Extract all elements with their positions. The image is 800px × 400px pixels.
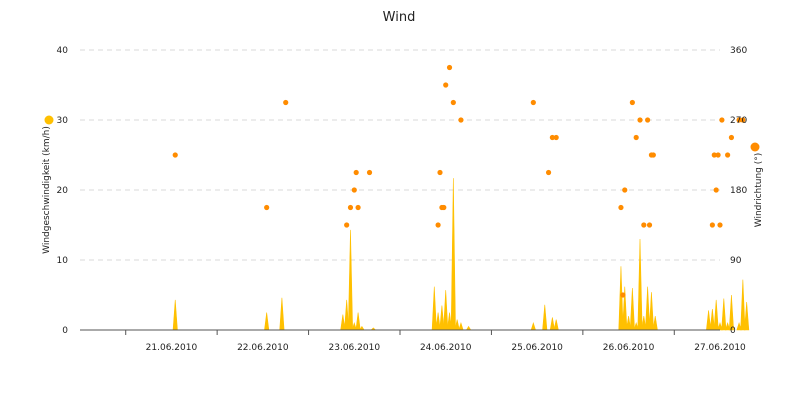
wind-speed-spike — [648, 292, 654, 331]
wind-direction-point — [633, 134, 639, 141]
wind-speed-spike — [355, 312, 361, 331]
axes — [80, 329, 720, 335]
wind-direction-point — [637, 117, 643, 123]
wind-direction-point — [622, 187, 628, 193]
y-right-axis-title: Windrichtung (°) — [754, 153, 764, 228]
wind-speed-spike — [713, 299, 719, 331]
wind-direction-point — [645, 117, 651, 123]
x-tick-label: 22.06.2010 — [237, 343, 289, 353]
wind-speed-series — [172, 178, 750, 331]
x-tick-label: 26.06.2010 — [603, 343, 655, 353]
wind-direction-point — [355, 204, 361, 211]
y-left-tick-label: 0 — [62, 326, 68, 336]
wind-direction-series — [172, 64, 746, 298]
wind-direction-point — [618, 204, 624, 211]
x-tick-label: 21.06.2010 — [146, 343, 198, 353]
wind-direction-point — [450, 99, 456, 106]
wind-speed-spike — [542, 304, 548, 331]
wind-direction-point — [736, 117, 742, 123]
wind-direction-point — [717, 222, 723, 228]
wind-speed-spike — [728, 294, 734, 331]
wind-speed-spike — [172, 299, 178, 331]
wind-speed-spike — [618, 266, 624, 331]
wind-speed-spike — [652, 315, 658, 331]
y-left-tick-label: 40 — [57, 46, 69, 56]
y-left-tick-label: 20 — [57, 186, 69, 196]
wind-speed-spike — [443, 290, 449, 331]
right-legend-marker — [750, 142, 760, 152]
wind-speed-spike — [450, 178, 456, 331]
wind-direction-point — [545, 169, 552, 176]
chart-title: Wind — [383, 10, 416, 25]
wind-speed-spike — [637, 238, 643, 331]
wind-direction-point — [646, 222, 653, 228]
x-tick-label: 27.06.2010 — [694, 343, 746, 353]
wind-speed-spike — [744, 301, 750, 331]
wind-direction-point — [620, 292, 626, 298]
wind-speed-spike — [549, 317, 555, 331]
y-right-tick-label: 270 — [730, 116, 747, 126]
wind-direction-point — [443, 82, 449, 88]
wind-speed-spike — [458, 321, 464, 331]
wind-speed-spike — [435, 312, 441, 331]
wind-direction-point — [437, 169, 443, 176]
wind-direction-point — [725, 152, 731, 158]
wind-direction-point — [711, 152, 717, 158]
x-tick-label: 23.06.2010 — [329, 343, 381, 353]
x-tick-label: 25.06.2010 — [511, 343, 563, 353]
y-left-tick-labels: 0 10 20 30 40 — [57, 46, 69, 336]
wind-direction-point — [264, 204, 270, 211]
wind-speed-spike — [553, 319, 559, 331]
y-left-tick-label: 10 — [57, 256, 69, 266]
wind-direction-point — [629, 99, 635, 106]
wind-direction-point — [458, 117, 464, 123]
wind-direction-point — [530, 99, 536, 106]
wind-speed-spike — [721, 298, 727, 331]
wind-direction-point — [728, 134, 735, 141]
x-tick-labels: 21.06.2010 22.06.2010 23.06.2010 24.06.2010… — [146, 343, 746, 353]
wind-speed-spike — [431, 286, 437, 331]
wind-speed-spike — [264, 312, 270, 331]
wind-direction-point — [713, 187, 719, 193]
y-right-tick-labels: 0 90 180 270 360 — [730, 46, 747, 336]
left-legend-marker — [44, 115, 54, 125]
wind-direction-point — [283, 99, 289, 106]
wind-speed-spike — [530, 321, 536, 331]
wind-speed-spike — [465, 325, 472, 331]
wind-speed-spike — [740, 279, 746, 331]
wind-direction-point — [172, 152, 178, 158]
y-left-axis-title: Windgeschwindigkeit (km/h) — [42, 126, 52, 254]
wind-speed-spike — [279, 297, 285, 331]
gridlines — [80, 49, 720, 261]
wind-speed-spike — [725, 321, 731, 331]
wind-direction-point — [347, 204, 354, 211]
wind-direction-point — [740, 117, 746, 123]
wind-direction-point — [549, 134, 555, 141]
wind-speed-spike — [645, 286, 651, 331]
wind-direction-point — [553, 134, 559, 141]
wind-direction-point — [441, 204, 447, 211]
wind-direction-point — [709, 222, 715, 228]
wind-direction-point — [715, 152, 721, 158]
wind-direction-point — [446, 64, 453, 71]
x-tick-label: 24.06.2010 — [420, 343, 472, 353]
wind-speed-spike — [706, 310, 712, 331]
wind-speed-spike — [347, 229, 353, 331]
wind-direction-point — [344, 222, 350, 228]
y-right-tick-label: 180 — [730, 186, 747, 196]
y-left-tick-label: 30 — [57, 116, 69, 126]
y-right-tick-label: 90 — [730, 256, 742, 266]
wind-direction-point — [366, 169, 373, 176]
wind-direction-point — [650, 152, 656, 158]
wind-direction-point — [353, 169, 359, 176]
wind-direction-point — [719, 117, 725, 123]
wind-speed-spike — [736, 321, 742, 331]
wind-direction-point — [641, 222, 647, 228]
wind-direction-point — [435, 222, 441, 228]
y-right-tick-label: 0 — [730, 326, 736, 336]
wind-direction-point — [351, 187, 357, 193]
y-right-tick-label: 360 — [730, 46, 747, 56]
wind-speed-spike — [629, 287, 635, 331]
